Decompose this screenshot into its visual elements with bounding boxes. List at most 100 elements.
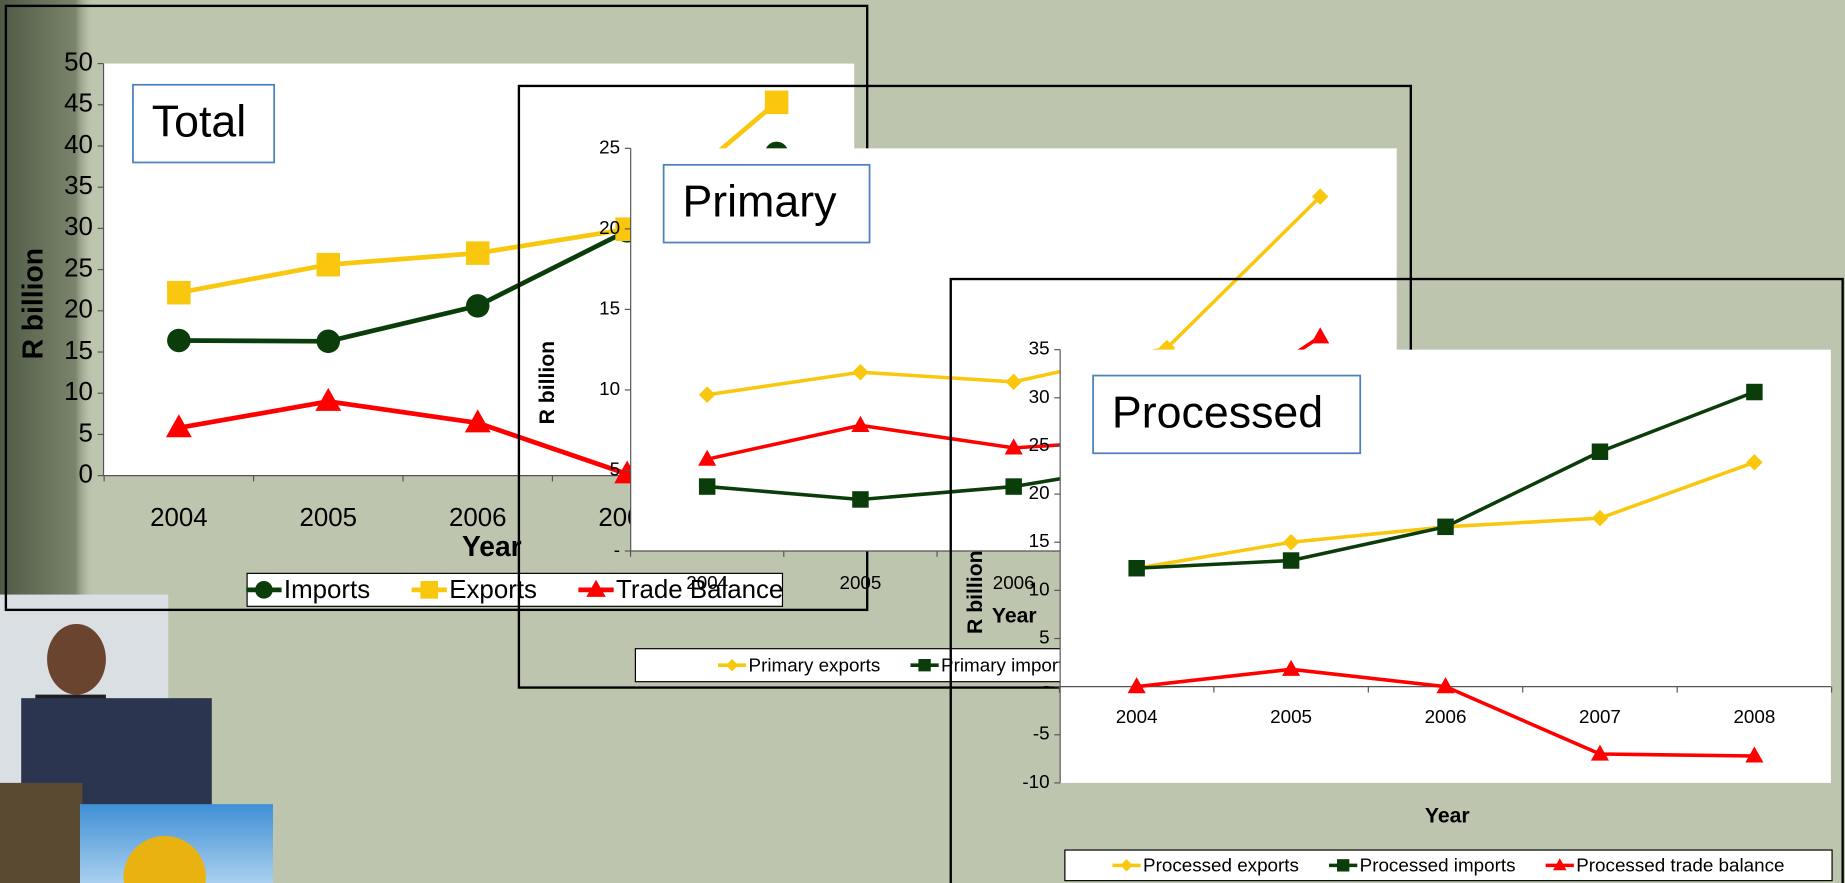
marker — [1282, 552, 1300, 569]
y-tick-label: 10 — [599, 378, 620, 399]
chart-title: Processed — [1112, 388, 1323, 437]
x-tick-label: 2005 — [300, 504, 358, 532]
x-tick-label: 2007 — [1579, 706, 1621, 727]
y-tick-label: 45 — [64, 90, 93, 118]
legend-marker — [1552, 858, 1567, 871]
marker — [167, 280, 191, 305]
marker — [167, 328, 191, 353]
chart-title: Total — [152, 98, 246, 147]
marker — [315, 387, 342, 411]
y-tick-label: 20 — [1029, 482, 1050, 503]
marker — [1128, 559, 1145, 577]
y-tick-label: 15 — [64, 337, 93, 365]
chart-title: Primary — [682, 178, 837, 227]
photo-basket — [0, 782, 83, 883]
marker — [1437, 518, 1454, 536]
y-tick-label: 10 — [64, 378, 93, 406]
legend-item: Processed exports — [1112, 854, 1299, 875]
y-tick-label: 5 — [79, 419, 93, 447]
y-axis-label: R billion — [536, 341, 559, 425]
legend-label: Processed exports — [1143, 854, 1299, 875]
legend-label: Trade Balance — [616, 576, 783, 604]
y-tick-label: 5 — [1039, 626, 1049, 647]
x-axis-label: Year — [992, 605, 1037, 628]
legend-label: Processed imports — [1360, 854, 1516, 875]
marker — [1004, 438, 1023, 455]
marker — [1005, 373, 1022, 391]
y-tick-label: 20 — [599, 217, 620, 238]
legend-item: Processed imports — [1329, 854, 1516, 875]
marker — [1591, 509, 1609, 527]
legend-marker — [918, 659, 931, 672]
y-axis-label: R billion — [17, 248, 49, 359]
legend-marker — [420, 581, 439, 599]
legend-label: Processed trade balance — [1576, 854, 1784, 875]
photo-detail — [123, 835, 206, 883]
x-tick-label: 2006 — [993, 572, 1035, 593]
legend-label: Exports — [449, 576, 537, 604]
marker — [851, 415, 870, 432]
y-tick-label: 10 — [1029, 578, 1050, 599]
marker — [764, 90, 789, 115]
legend-marker — [586, 579, 606, 597]
y-tick-label: 35 — [1029, 338, 1050, 359]
y-tick-label: 25 — [599, 136, 620, 157]
marker — [698, 386, 716, 404]
legend-item: Primary imports — [910, 654, 1073, 675]
marker — [1590, 744, 1610, 761]
marker — [1282, 533, 1300, 551]
y-axis-label: R billion — [964, 550, 987, 634]
x-tick-label: 2005 — [1270, 706, 1312, 727]
legend: Processed exports Processed imports Proces… — [1112, 854, 1784, 875]
marker — [1005, 478, 1022, 495]
marker — [1436, 677, 1455, 694]
legend-marker — [725, 659, 739, 672]
legend-box — [246, 572, 784, 607]
y-tick-label: 25 — [1029, 434, 1050, 455]
y-tick-label: 5 — [610, 458, 620, 479]
marker — [1311, 188, 1329, 205]
legend-marker — [255, 581, 273, 599]
marker — [1745, 746, 1764, 763]
y-tick-label: 20 — [64, 296, 93, 324]
y-tick-label: 50 — [64, 48, 93, 76]
y-tick-label: 25 — [64, 254, 93, 282]
y-tick-label: -5 — [1033, 723, 1050, 744]
marker — [465, 294, 490, 318]
y-tick-label: 40 — [64, 131, 93, 159]
legend-marker — [1337, 859, 1350, 872]
marker — [1746, 383, 1763, 401]
title-box — [662, 163, 871, 244]
y-tick-label: - — [614, 539, 620, 560]
marker — [464, 409, 491, 433]
y-tick-label: -10 — [1022, 771, 1049, 792]
marker — [465, 241, 490, 265]
marker — [1746, 454, 1763, 471]
title-box — [132, 83, 276, 164]
legend-item: Imports — [246, 576, 370, 604]
legend-label: Primary imports — [941, 654, 1073, 675]
title-box — [1092, 374, 1362, 455]
x-axis-label: Year — [1425, 805, 1470, 828]
x-tick-label: 2006 — [449, 504, 507, 532]
x-tick-label: 2008 — [1733, 706, 1775, 727]
y-tick-label: 30 — [1029, 386, 1050, 407]
x-axis-label: Year — [462, 530, 522, 562]
legend-label: Primary exports — [749, 654, 881, 675]
marker — [852, 491, 869, 508]
marker — [316, 252, 341, 277]
legend-box — [1064, 849, 1833, 882]
marker — [698, 478, 716, 495]
marker — [1311, 327, 1330, 344]
marker — [316, 329, 341, 354]
legend-item: Trade Balance — [578, 576, 783, 604]
legend-item: Exports — [411, 576, 537, 604]
marker — [698, 449, 717, 466]
y-tick-label: 15 — [599, 297, 620, 318]
y-tick-label: 15 — [1029, 530, 1050, 551]
x-tick-label: 2004 — [686, 572, 728, 593]
y-tick-label: 35 — [64, 172, 93, 200]
